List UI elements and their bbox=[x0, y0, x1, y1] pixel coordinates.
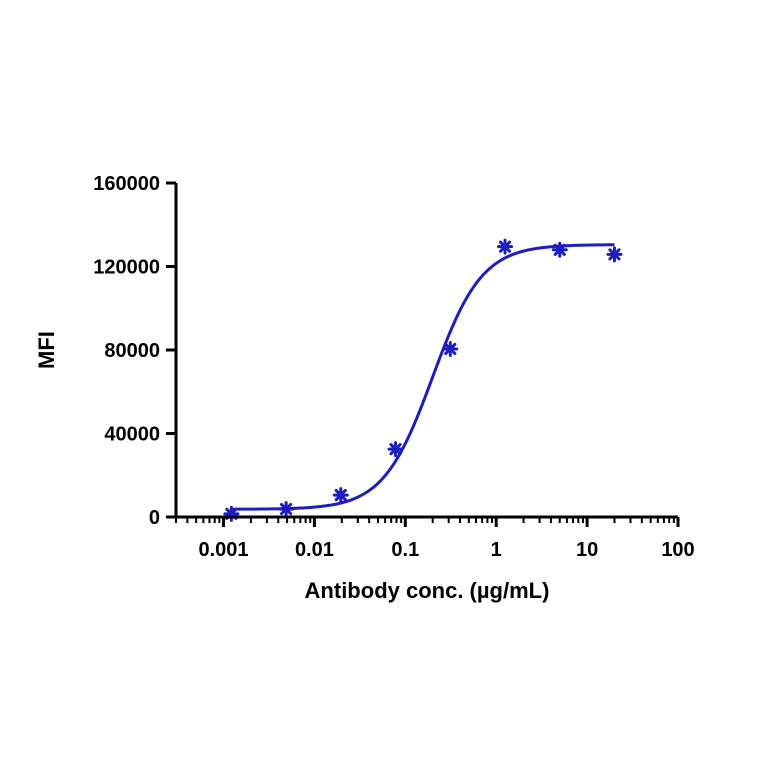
x-tick-label: 0.001 bbox=[198, 539, 248, 561]
data-point bbox=[387, 441, 404, 458]
x-tick-label: 0.01 bbox=[295, 539, 334, 561]
y-tick-label: 80000 bbox=[104, 340, 160, 362]
data-point bbox=[332, 487, 349, 504]
x-tick-label: 10 bbox=[576, 539, 598, 561]
x-tick-label: 0.1 bbox=[391, 539, 419, 561]
y-tick-label: 160000 bbox=[93, 173, 160, 195]
data-point bbox=[497, 238, 514, 255]
y-tick-label: 0 bbox=[149, 507, 160, 529]
x-tick-label: 1 bbox=[491, 539, 502, 561]
y-tick-label: 120000 bbox=[93, 257, 160, 279]
y-tick-label: 40000 bbox=[104, 424, 160, 446]
data-point bbox=[278, 501, 295, 518]
x-ticks: 0.001 0.01 0.1 1 10 100 bbox=[175, 517, 695, 561]
fit-curve-layer bbox=[231, 243, 615, 511]
data-point bbox=[442, 340, 459, 357]
fit-curve bbox=[231, 243, 615, 511]
y-ticks: 0 40000 80000 120000 160000 bbox=[93, 173, 176, 529]
axes bbox=[174, 183, 678, 519]
data-point bbox=[606, 246, 623, 263]
data-point bbox=[551, 241, 568, 258]
y-axis-title: MFI bbox=[34, 331, 59, 369]
x-axis-title: Antibody conc. (µg/mL) bbox=[305, 578, 550, 603]
data-points-layer bbox=[223, 238, 623, 522]
x-tick-label: 100 bbox=[661, 539, 694, 561]
